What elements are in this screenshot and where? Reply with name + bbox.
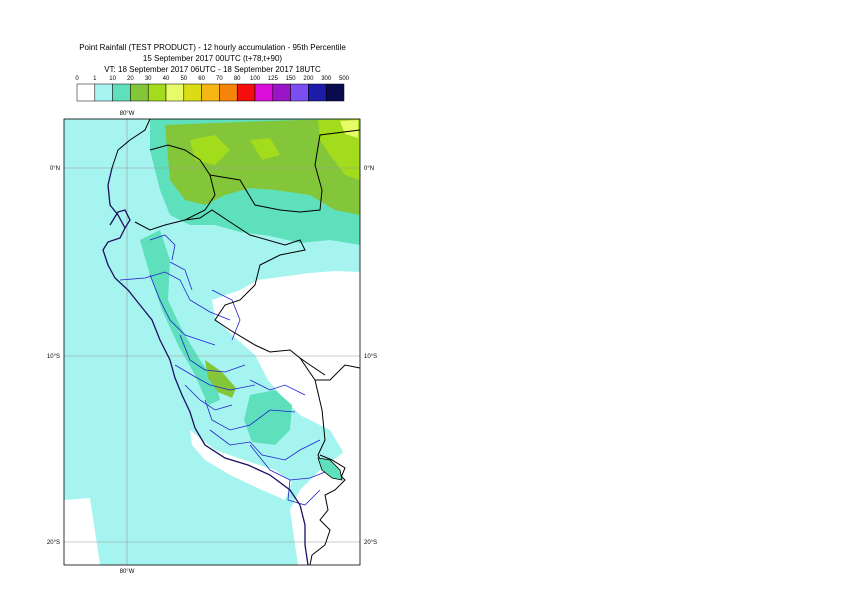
legend-threshold-label: 40: [163, 76, 170, 82]
regional-boundaries: [119, 234, 331, 506]
coastline: [102, 167, 309, 565]
dry-land-desert: [290, 440, 360, 565]
legend-threshold-label: 70: [216, 76, 223, 82]
legend-threshold-label: 500: [339, 76, 350, 82]
map-frame: [63, 118, 361, 566]
lake-titicaca: [317, 457, 343, 481]
map-title-line-1: Point Rainfall (TEST PRODUCT) - 12 hourl…: [79, 43, 346, 52]
lat-label-left-10s: 10°S: [47, 354, 60, 360]
dry-land-coast: [190, 430, 292, 500]
graticule: [64, 119, 360, 565]
rain-40-50-ne: [340, 120, 358, 138]
map-title-line-3: VT: 18 September 2017 06UTC - 18 Septemb…: [104, 65, 321, 74]
lon-label-top: 80°W: [120, 111, 135, 117]
legend-threshold-label: 150: [286, 76, 297, 82]
lat-label-right-0: 0°N: [364, 166, 374, 172]
lat-label-right-20s: 20°S: [364, 540, 377, 546]
lat-label-right-10s: 10°S: [364, 354, 377, 360]
colour-legend: 0 1 10 20 30 40 50 60 70 80 100 125 150 200 300 500: [75, 76, 350, 102]
rain-30-40-patches: [190, 135, 280, 165]
lon-label-bottom: 80°W: [120, 569, 135, 575]
legend-threshold-label: 1: [93, 76, 97, 82]
lat-label-left-20s: 20°S: [47, 540, 60, 546]
legend-threshold-label: 60: [198, 76, 205, 82]
lat-label-left-0: 0°N: [50, 166, 60, 172]
legend-threshold-label: 300: [321, 76, 332, 82]
legend-threshold-label: 20: [127, 76, 134, 82]
dry-ocean-sw: [64, 498, 100, 565]
country-borders: [111, 119, 360, 565]
rain-10-20-south: [244, 390, 292, 445]
legend-threshold-label: 50: [180, 76, 187, 82]
legend-threshold-label: 10: [109, 76, 116, 82]
rain-20-30-andes: [205, 360, 236, 398]
legend-colour-box: [325, 83, 345, 102]
legend-threshold-label: 80: [234, 76, 241, 82]
map-title-line-2: 15 September 2017 00UTC (t+78,t+90): [142, 54, 283, 63]
legend-threshold-label: 30: [145, 76, 152, 82]
legend-threshold-label: 0: [75, 76, 79, 82]
legend-threshold-label: 125: [268, 76, 279, 82]
legend-threshold-label: 100: [250, 76, 261, 82]
legend-threshold-label: 200: [303, 76, 314, 82]
